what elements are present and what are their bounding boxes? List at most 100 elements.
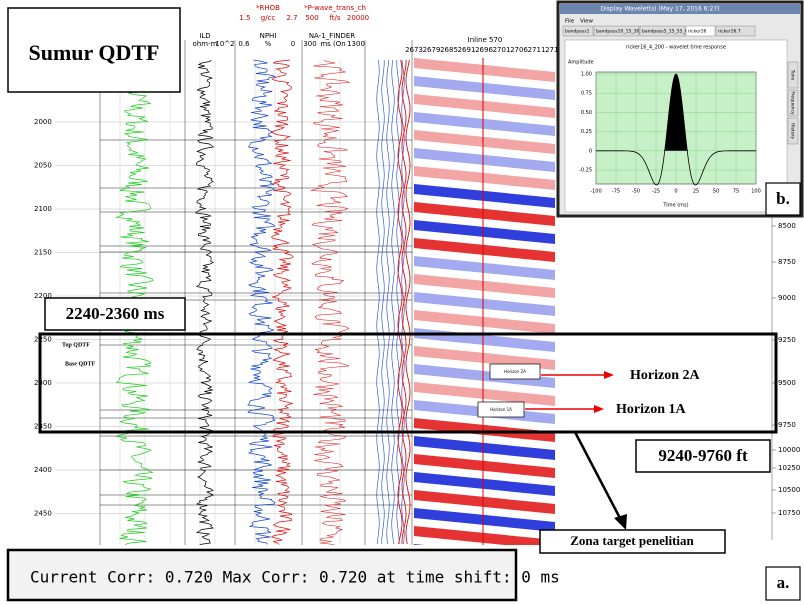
track-header: NPHI	[260, 32, 277, 40]
tab[interactable]	[639, 25, 686, 37]
log-tracks: 2000 2050 2100 2150 2200 2250 2300 2350 2400 2450…	[34, 4, 800, 545]
seismic-bands	[414, 58, 555, 545]
time-range-text: 2240-2360 ms	[66, 304, 165, 323]
wavelet-x-tick: 25	[693, 189, 699, 195]
wavelet-y-tick: -0.25	[579, 168, 592, 174]
wavelet-x-tick: 0	[674, 189, 677, 195]
tab[interactable]	[685, 25, 716, 37]
seismic-band	[414, 274, 555, 298]
seismic-band	[414, 472, 555, 496]
track-header: *P-wave_trans_ch	[304, 4, 366, 12]
zone-text: Zona target penelitian	[570, 533, 694, 548]
track-header: ms (On	[320, 40, 345, 48]
wavelet-x-tick: -50	[632, 189, 640, 195]
side-tab[interactable]	[787, 61, 799, 89]
depth-tick-label: 9500	[778, 379, 796, 387]
side-tab-label[interactable]: Frequency	[790, 91, 796, 115]
title-box	[7, 7, 181, 93]
depth-tick-label: 9750	[778, 421, 796, 429]
tab[interactable]	[593, 25, 640, 37]
horizon-arrowhead	[594, 405, 604, 413]
marker-label: Top QDTF	[62, 342, 90, 348]
wavelet-fill	[663, 74, 689, 151]
seismic-band	[414, 220, 555, 244]
seismic-band	[414, 94, 555, 118]
track-header: 2685	[440, 46, 458, 54]
x-axis-label: Time (ms)	[662, 203, 688, 209]
horizon-box	[489, 363, 541, 380]
pwave-curve	[310, 59, 350, 545]
synthetic-trace	[381, 60, 385, 544]
track-header: 2701	[493, 46, 511, 54]
track-header: 500	[305, 14, 318, 22]
synthetic-trace	[391, 59, 395, 545]
seismic-band	[414, 454, 555, 478]
time-tick-label: 2300	[34, 379, 52, 387]
track-header: 20000	[347, 14, 369, 22]
zone-box	[539, 529, 726, 554]
horizon-label: Horizon 2A	[630, 368, 700, 383]
seismic-band	[414, 292, 555, 316]
seismic-band	[414, 238, 555, 262]
wavelet-y-tick: 0	[589, 148, 592, 154]
seismic-band	[414, 130, 555, 154]
wavelet-x-tick: -25	[652, 189, 660, 195]
track-header: 2691	[458, 46, 476, 54]
time-tick-label: 2100	[34, 205, 52, 213]
menu-item[interactable]: File	[565, 19, 575, 25]
window-title[interactable]: Display Wavelet(s) (May 17, 2016 6:27)	[600, 6, 719, 13]
track-header: ILD	[199, 32, 210, 40]
seismic-band	[414, 76, 555, 100]
horizon-box-text: Horizon 1A	[490, 407, 512, 412]
side-tab-label[interactable]: History	[790, 123, 796, 139]
title-text: Sumur QDTF	[28, 40, 159, 65]
seismic-band	[414, 202, 555, 226]
side-tab[interactable]	[787, 89, 799, 117]
tab[interactable]	[715, 25, 756, 37]
menu-item[interactable]: View	[580, 19, 594, 25]
seismic-band	[414, 382, 555, 406]
synthetic-trace	[386, 59, 390, 545]
track-header: 0	[291, 40, 295, 48]
track-header: g/cc	[261, 14, 276, 22]
depth-range-text: 9240-9760 ft	[658, 446, 748, 465]
track-header: 2696	[475, 46, 493, 54]
seismic-band	[414, 166, 555, 190]
tab-label[interactable]: ricker16.7	[718, 29, 741, 35]
tab-label[interactable]: bandpass10_15_30_60	[596, 29, 647, 35]
time-tick-label: 2050	[34, 162, 52, 170]
time-tick-label: 2000	[34, 118, 52, 126]
track-header: 2716	[545, 46, 563, 54]
depth-tick-label: 9000	[778, 294, 796, 302]
track-header: 2679	[423, 46, 441, 54]
track-header: 10^2	[215, 40, 234, 48]
track-header: 2711	[528, 46, 546, 54]
wavelet-x-tick: 50	[713, 189, 719, 195]
depth-tick-label: 9250	[778, 336, 796, 344]
tabs: bandpass1 bandpass10_15_30_60bandpass5_15…	[562, 25, 756, 37]
horizon-arrowhead	[604, 371, 614, 379]
wavelet-x-tick: 75	[733, 189, 739, 195]
track-header: *RHOB	[256, 4, 280, 12]
track-header: 2673	[405, 46, 423, 54]
track-header: 300	[303, 40, 316, 48]
tab-label[interactable]: ricker16	[688, 29, 707, 35]
marker-label: Base QDTF	[65, 361, 96, 367]
synthetic-trace	[405, 59, 411, 545]
track-header: %	[265, 40, 272, 48]
side-tab[interactable]	[787, 117, 799, 145]
side-tab-label[interactable]: Tune	[790, 69, 796, 81]
tab-label[interactable]: bandpass5_15_55_60	[642, 29, 691, 35]
wavelet-x-tick: 100	[751, 189, 761, 195]
tab-label[interactable]: bandpass1	[565, 29, 590, 35]
seismic-band	[414, 490, 555, 514]
overlays: Sumur QDTF 2240-2360 ms 9240-9760 ft Zon…	[6, 7, 801, 602]
depth-tick-label: 10000	[778, 446, 800, 454]
tab[interactable]	[562, 25, 594, 37]
seismic-band	[414, 526, 555, 545]
track-header: ft/s	[329, 14, 340, 22]
horizon-box	[477, 401, 525, 418]
seismic-band	[414, 436, 555, 460]
